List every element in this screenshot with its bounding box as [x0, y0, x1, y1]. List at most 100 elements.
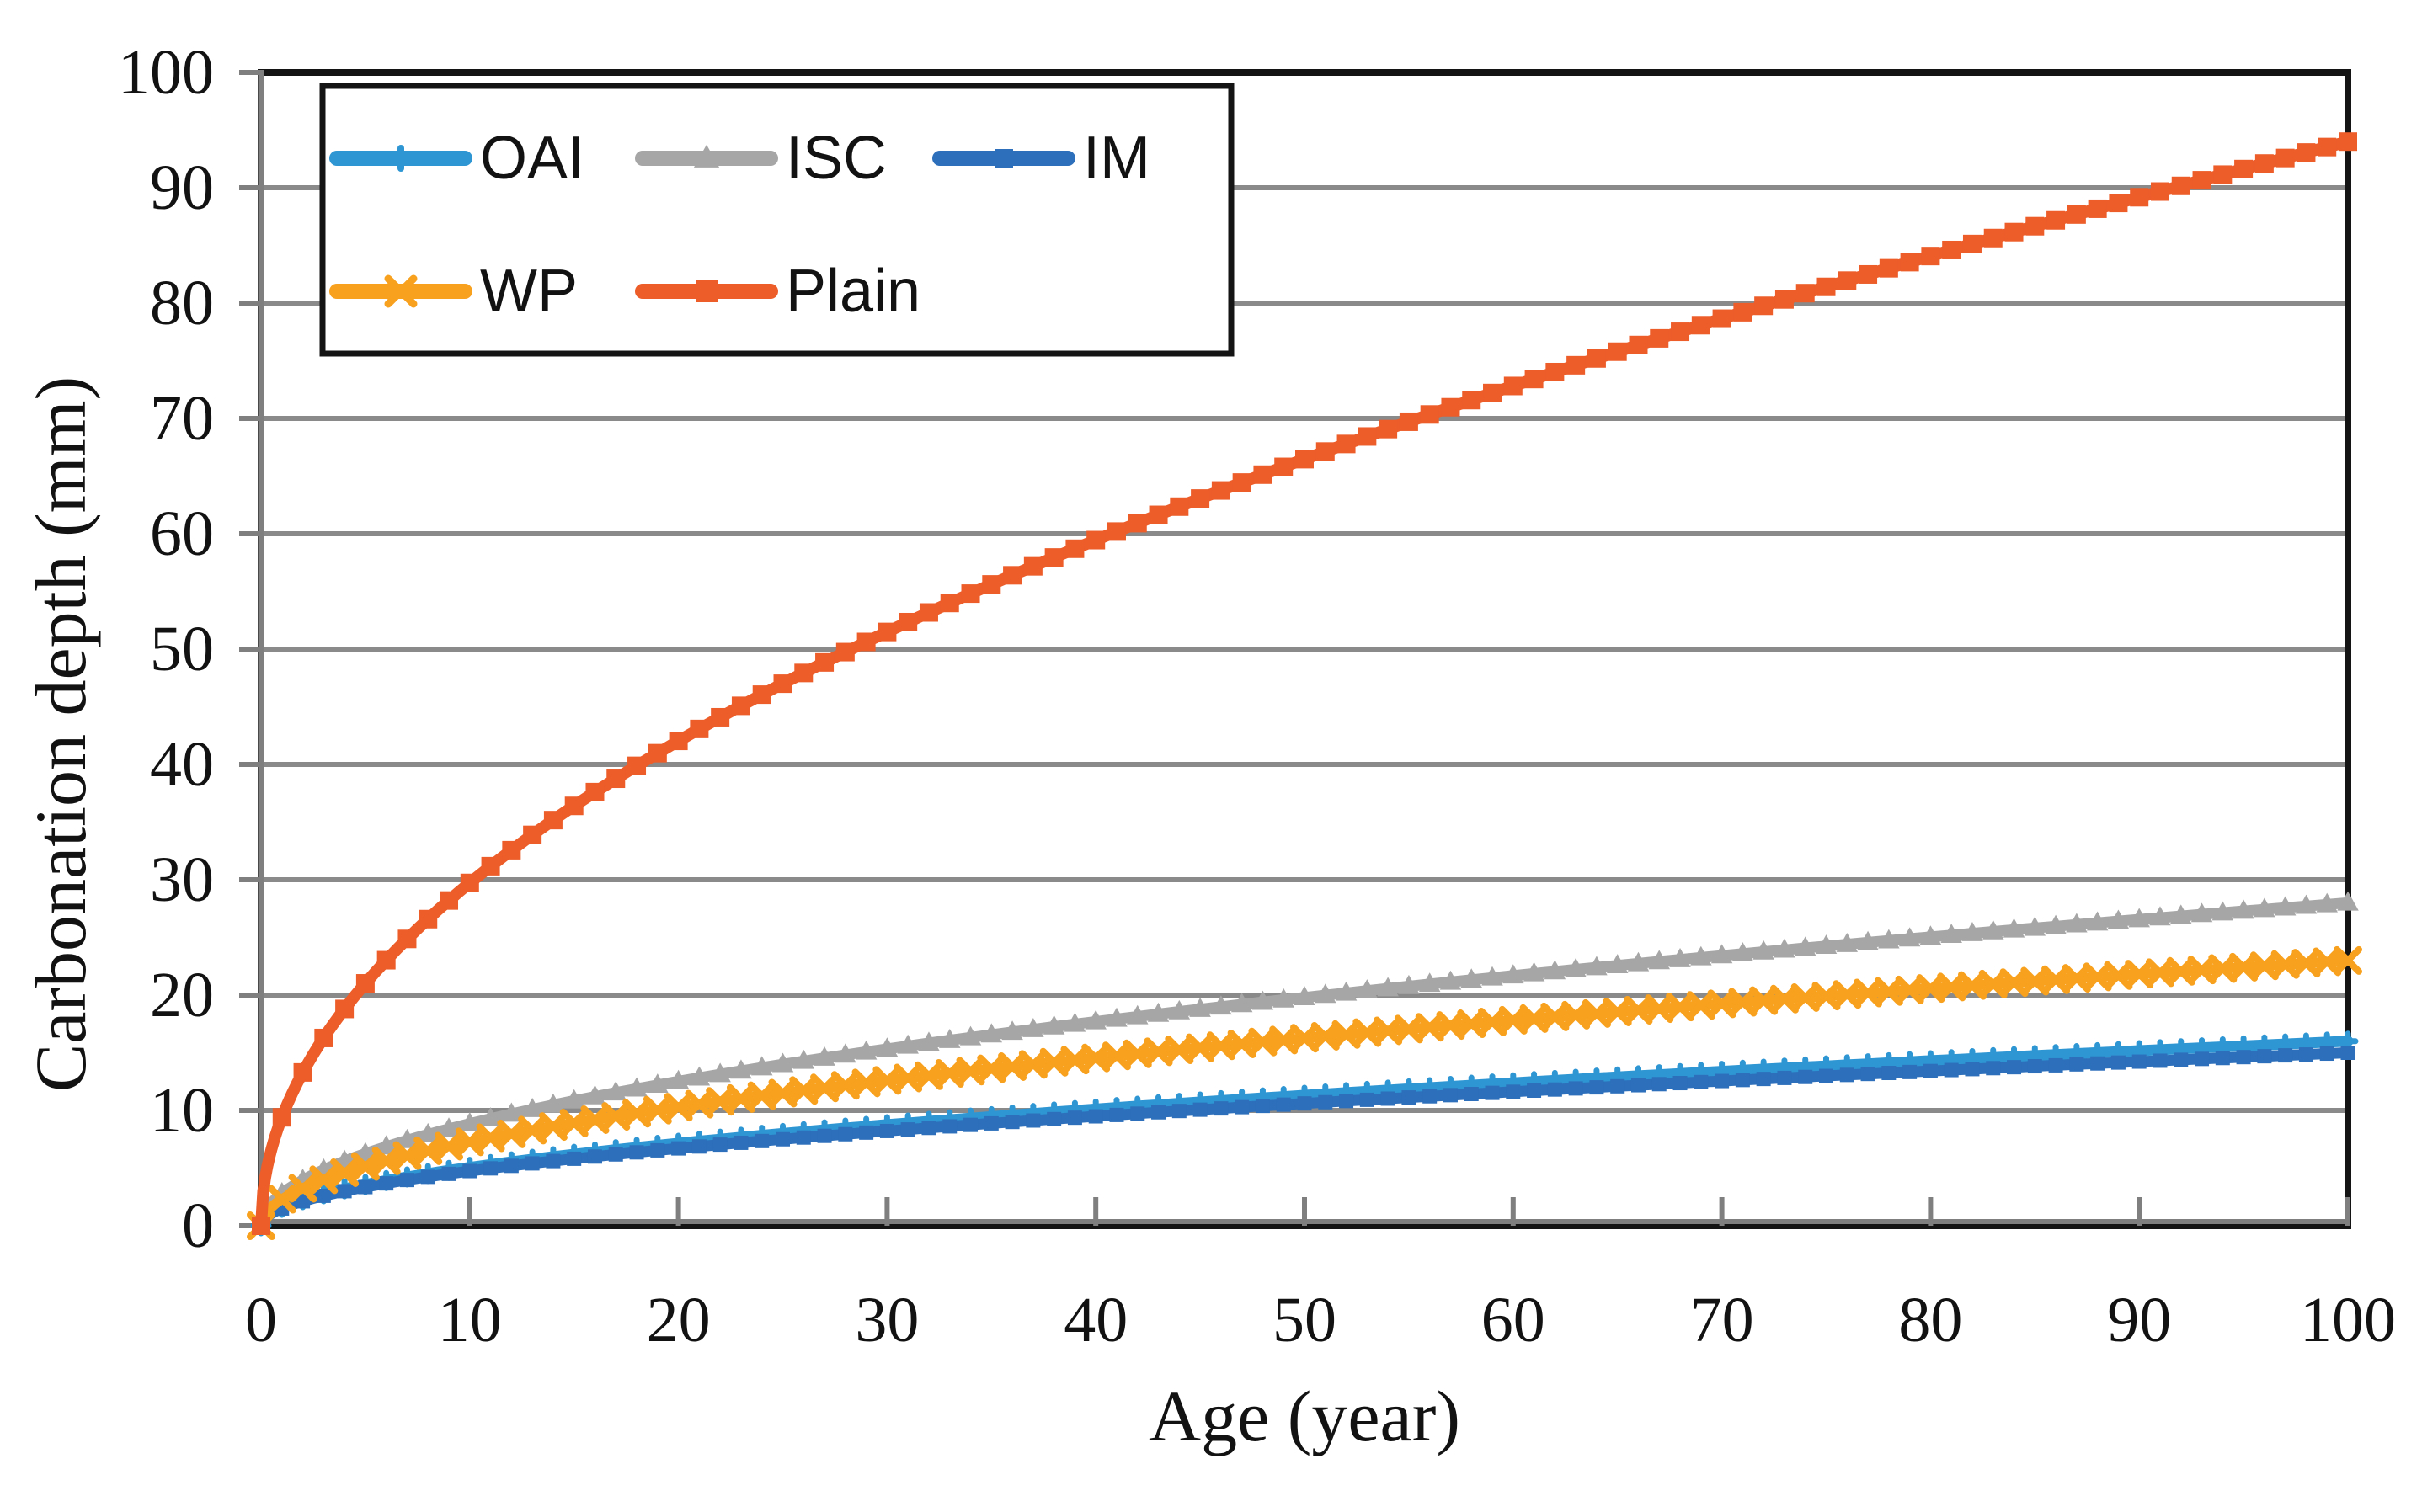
series-marker-isc	[1001, 1020, 1023, 1041]
series-marker-im	[1318, 1094, 1333, 1110]
series-marker-isc	[1794, 936, 1816, 956]
series-marker-isc	[1272, 988, 1294, 1008]
series-marker-plain	[1253, 465, 1272, 484]
series-marker-isc	[2024, 916, 2046, 936]
series-marker-im	[379, 1176, 394, 1191]
series-marker-isc	[1940, 924, 1962, 943]
series-marker-isc	[2128, 908, 2150, 928]
series-marker-im	[691, 1139, 707, 1154]
x-tick-label: 90	[2107, 1285, 2171, 1355]
series-marker-im	[567, 1151, 582, 1166]
series-marker-plain	[2046, 210, 2066, 230]
series-marker-plain	[1754, 296, 1774, 316]
series-marker-isc	[521, 1098, 543, 1117]
series-marker-im	[1171, 1104, 1187, 1119]
series-marker-wp	[1999, 968, 2029, 998]
series-marker-im	[1860, 1067, 1875, 1082]
x-tick-label: 30	[855, 1285, 919, 1355]
series-marker-im	[942, 1119, 958, 1134]
legend-swatch-marker	[384, 274, 418, 308]
series-marker-isc	[1815, 934, 1838, 955]
series-marker-plain	[731, 696, 750, 716]
series-marker-isc	[459, 1112, 481, 1131]
series-marker-isc	[1335, 981, 1358, 1001]
series-marker-isc	[1627, 951, 1650, 972]
legend-item-plain: Plain	[635, 258, 920, 325]
series-marker-plain	[940, 594, 959, 613]
x-tick-label: 100	[2300, 1285, 2396, 1355]
series-marker-isc	[1230, 993, 1253, 1013]
series-marker-im	[2236, 1050, 2251, 1065]
series-marker-plain	[2192, 171, 2211, 190]
y-tick-labels: 0 10 20 30 40 50 60 70 80 90 100	[118, 37, 214, 1261]
series-marker-plain	[835, 642, 855, 662]
series-marker-wp	[2334, 945, 2362, 975]
series-marker-isc	[396, 1128, 419, 1148]
series-marker-isc	[479, 1107, 502, 1127]
series-marker-wp	[2313, 947, 2342, 977]
series-marker-im	[483, 1161, 499, 1176]
series-marker-plain	[2234, 159, 2254, 178]
series-marker-im	[1839, 1067, 1854, 1083]
legend-swatch-marker	[696, 280, 718, 302]
series-marker-plain	[2004, 222, 2024, 242]
series-marker-isc	[1294, 986, 1315, 1005]
series-marker-plain	[2213, 165, 2233, 184]
series-marker-isc	[1439, 970, 1462, 990]
series-marker-isc	[1878, 929, 1900, 949]
y-tick-label: 0	[182, 1190, 214, 1261]
series-marker-plain	[1691, 316, 1710, 335]
legend-swatch-marker	[693, 144, 720, 168]
series-marker-isc	[730, 1059, 752, 1079]
series-marker-im	[1944, 1062, 1959, 1078]
x-tick-label: 0	[245, 1285, 277, 1355]
series-marker-plain	[1838, 271, 1857, 290]
series-marker-plain	[376, 950, 396, 970]
series-marker-im	[399, 1173, 414, 1188]
legend-label: Plain	[786, 258, 920, 325]
series-marker-wp	[267, 1185, 296, 1214]
series-marker-plain	[606, 769, 626, 789]
series-marker-im	[1756, 1072, 1771, 1087]
series-marker-isc	[1251, 990, 1274, 1010]
series-marker-plain	[856, 632, 876, 652]
series-marker-im	[1109, 1107, 1124, 1122]
series-marker-plain	[878, 622, 897, 642]
series-marker-plain	[2150, 182, 2169, 201]
series-marker-plain	[1629, 335, 1648, 354]
series-marker-im	[2278, 1048, 2293, 1063]
y-tick-label: 60	[150, 498, 214, 569]
series-marker-isc	[1356, 979, 1379, 998]
series-marker-plain	[815, 652, 835, 672]
series-marker-isc	[2295, 894, 2318, 914]
series-marker-im	[2110, 1055, 2126, 1070]
series-marker-isc	[2233, 899, 2254, 919]
series-marker-plain	[1379, 419, 1398, 439]
series-marker-isc	[1752, 940, 1774, 960]
series-marker-im	[2048, 1057, 2063, 1073]
series-marker-isc	[417, 1122, 439, 1142]
series-marker-im	[1902, 1064, 1918, 1079]
series-marker-plain	[1420, 405, 1439, 424]
legend-item-isc: ISC	[635, 125, 887, 192]
series-marker-plain	[1149, 505, 1168, 524]
series-marker-im	[1380, 1091, 1395, 1106]
series-marker-plain	[1524, 370, 1544, 389]
series-marker-plain	[899, 612, 918, 631]
series-marker-wp	[2125, 960, 2154, 989]
series-marker-isc	[1982, 919, 2004, 940]
series-marker-plain	[481, 856, 500, 876]
series-marker-plain	[1733, 302, 1752, 322]
series-marker-plain	[1274, 457, 1294, 476]
series-marker-wp	[2187, 956, 2217, 985]
series-marker-plain	[1191, 489, 1210, 508]
series-marker-isc	[750, 1056, 773, 1076]
gridlines	[261, 185, 2348, 1113]
series-marker-isc	[1710, 944, 1733, 964]
series-marker-isc	[1106, 1007, 1128, 1027]
series-marker-plain	[1211, 481, 1230, 500]
series-marker-im	[2257, 1049, 2272, 1064]
x-tick-label: 70	[1690, 1285, 1754, 1355]
series-marker-plain	[502, 840, 521, 860]
series-marker-im	[1965, 1062, 1980, 1077]
